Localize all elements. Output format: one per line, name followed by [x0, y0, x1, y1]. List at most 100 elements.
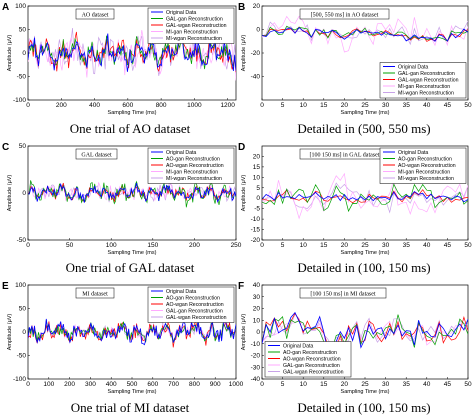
- x-tick-label: 30: [382, 381, 390, 388]
- x-tick-label: 100: [43, 381, 54, 388]
- x-tick-label: 1000: [229, 381, 244, 388]
- x-tick-label: 900: [210, 381, 221, 388]
- y-tick-label: -10: [251, 341, 261, 348]
- x-tick-label: 50: [66, 242, 74, 249]
- y-tick-label: 0: [22, 190, 26, 197]
- x-tick-label: 1200: [220, 102, 235, 109]
- x-tick-label: 600: [147, 381, 158, 388]
- panel-caption: One trial of MI dataset: [71, 400, 190, 415]
- legend-entry: MI-gan Reconstruction: [398, 84, 450, 90]
- inset-title: [500, 550 ms] in AO dataset: [311, 13, 379, 19]
- x-tick-label: 200: [64, 381, 75, 388]
- legend-entry: GAL-wgan Reconstruction: [166, 315, 227, 321]
- y-tick-label: 20: [253, 3, 261, 10]
- x-tick-label: 50: [464, 242, 472, 249]
- legend-entry: AO-wgan Reconstruction: [166, 163, 224, 169]
- y-tick-label: 0: [256, 329, 260, 336]
- y-axis-label: Amplitude (μV): [7, 175, 13, 212]
- x-tick-label: 40: [423, 242, 431, 249]
- legend-entry: MI-wgan Reconstruction: [398, 176, 454, 182]
- y-tick-label: -100: [13, 376, 26, 383]
- x-tick-label: 250: [231, 242, 242, 249]
- x-tick-label: 45: [444, 381, 452, 388]
- legend-entry: GAL-gan Reconstruction: [398, 71, 455, 77]
- legend-entry: Original Data: [166, 289, 196, 295]
- y-tick-label: 20: [253, 153, 261, 160]
- legend-entry: Original Data: [398, 64, 428, 70]
- legend-entry: AO-gan Reconstruction: [166, 156, 220, 162]
- series-line-0: [262, 27, 468, 42]
- y-tick-label: 15: [253, 164, 261, 171]
- panel-caption: One trial of AO dataset: [70, 121, 191, 136]
- x-tick-label: 35: [403, 102, 411, 109]
- x-tick-label: 0: [26, 102, 30, 109]
- x-tick-label: 700: [168, 381, 179, 388]
- y-tick-label: 20: [253, 306, 261, 313]
- series-group: [262, 15, 468, 53]
- x-tick-label: 200: [56, 102, 67, 109]
- x-tick-label: 25: [361, 102, 369, 109]
- x-tick-label: 5: [281, 242, 285, 249]
- panel-a: A 0 200 400 600 800 1000 1200 -100 -50 0 50 100 Sampl…: [2, 2, 237, 136]
- y-axis-label: Amplitude (μV): [241, 175, 247, 212]
- legend-entry: GAL-gan Reconstruction: [166, 16, 223, 22]
- x-axis-label: Sampling Time (ms): [108, 250, 157, 256]
- x-tick-label: 30: [382, 242, 390, 249]
- panel-letter: A: [2, 2, 9, 13]
- y-tick-label: -50: [17, 237, 27, 244]
- y-tick-label: 30: [253, 294, 261, 301]
- x-tick-label: 15: [320, 102, 328, 109]
- legend-entry: AO-wgan Reconstruction: [283, 356, 341, 362]
- y-tick-label: -50: [17, 353, 27, 360]
- y-axis-label: Amplitude (μV): [241, 35, 247, 72]
- y-tick-label: 0: [22, 50, 26, 57]
- x-tick-label: 15: [320, 381, 328, 388]
- y-tick-label: -20: [251, 237, 261, 244]
- panel-letter: E: [2, 281, 9, 292]
- x-tick-label: 50: [464, 102, 472, 109]
- legend-entry: MI-wgan Reconstruction: [166, 36, 222, 42]
- panel-e: E0 100 200 300 400 500 600 700 800 900 1000-100-50…: [2, 281, 244, 415]
- y-tick-label: 50: [19, 27, 27, 34]
- legend-entry: Original Data: [398, 150, 428, 156]
- x-tick-label: 15: [320, 242, 328, 249]
- panel-caption: One trial of GAL dataset: [66, 260, 195, 275]
- y-tick-label: 40: [253, 282, 261, 289]
- x-tick-label: 0: [260, 102, 264, 109]
- inset-title: AO dataset: [82, 13, 109, 19]
- legend-entry: AO-wgan Reconstruction: [398, 163, 456, 169]
- x-tick-label: 30: [382, 102, 390, 109]
- x-tick-label: 600: [122, 102, 133, 109]
- series-line-0: [28, 318, 236, 346]
- x-tick-label: 800: [156, 102, 167, 109]
- x-tick-label: 150: [147, 242, 158, 249]
- legend-entry: AO-gan Reconstruction: [283, 350, 337, 356]
- x-tick-label: 0: [260, 381, 264, 388]
- y-tick-label: -100: [13, 97, 26, 104]
- x-tick-label: 0: [26, 381, 30, 388]
- series-group: [262, 311, 468, 353]
- legend-entry: GAL-wgan Reconstruction: [166, 23, 227, 29]
- legend-entry: AO-gan Reconstruction: [398, 156, 452, 162]
- legend-entry: Original Data: [283, 343, 313, 349]
- x-tick-label: 400: [89, 102, 100, 109]
- x-tick-label: 45: [444, 242, 452, 249]
- series-line-1: [262, 314, 468, 350]
- y-tick-label: 0: [22, 329, 26, 336]
- y-tick-label: 0: [256, 195, 260, 202]
- panel-d: D 0 5 10 15 20 25 30 35 40 45 50 -20 -15 -10 -5 0 5 10 15 20…: [238, 142, 472, 275]
- y-tick-label: -30: [251, 364, 261, 371]
- inset-title: MI dataset: [82, 292, 108, 298]
- inset-title-box: [299, 8, 390, 20]
- series-line-0: [262, 311, 468, 353]
- series-line-4: [28, 27, 236, 77]
- y-tick-label: -10: [251, 216, 261, 223]
- y-tick-label: -15: [251, 227, 261, 234]
- series-group: [28, 27, 236, 81]
